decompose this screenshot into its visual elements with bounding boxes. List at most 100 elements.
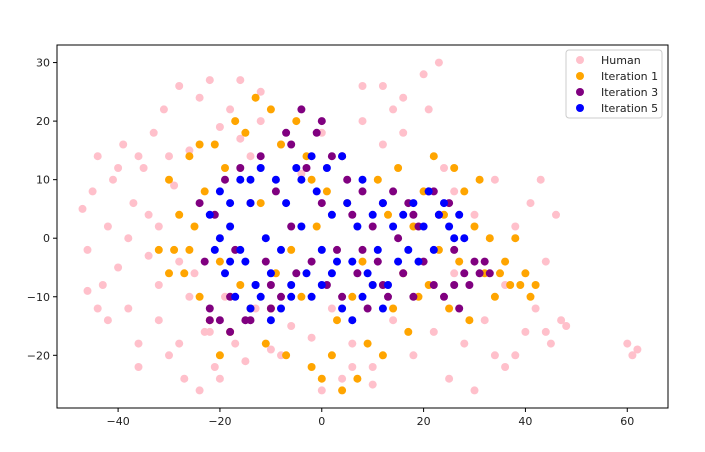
x-axis: −40 −20 0 20 40 60	[106, 408, 634, 428]
data-point	[445, 304, 454, 313]
data-point	[348, 292, 357, 301]
legend-label: Iteration 5	[601, 102, 658, 115]
data-point	[236, 134, 245, 143]
data-point	[312, 128, 321, 137]
data-point	[266, 105, 275, 114]
plot-area	[78, 58, 642, 395]
y-tick-label: 30	[36, 57, 50, 70]
data-point	[358, 292, 367, 301]
data-point	[129, 199, 138, 208]
data-point	[312, 222, 321, 231]
data-point	[139, 164, 148, 172]
data-point	[409, 351, 418, 360]
data-point	[190, 269, 199, 278]
data-point	[93, 152, 102, 161]
data-point	[88, 187, 97, 196]
data-point	[470, 386, 479, 395]
legend-label: Human	[601, 54, 641, 67]
data-point	[210, 245, 219, 254]
data-point	[526, 292, 535, 301]
x-tick-label: −40	[106, 415, 129, 428]
data-point	[236, 245, 245, 254]
data-point	[322, 164, 331, 172]
data-point	[256, 164, 265, 172]
data-point	[98, 281, 107, 289]
data-point	[455, 304, 464, 313]
data-point	[384, 281, 392, 289]
data-point	[144, 251, 153, 260]
data-point	[409, 292, 418, 301]
data-point	[165, 175, 173, 184]
data-point	[165, 152, 173, 161]
data-point	[343, 199, 352, 208]
data-point	[261, 234, 270, 243]
data-point	[485, 234, 494, 243]
data-point	[195, 292, 204, 301]
data-point	[363, 269, 372, 278]
legend: Human Iteration 1 Iteration 3 Iteration 5	[565, 49, 663, 119]
data-point	[389, 316, 398, 325]
data-point	[552, 210, 560, 219]
legend-marker	[576, 72, 584, 80]
y-tick-label: 0	[43, 232, 50, 245]
data-point	[307, 152, 316, 161]
data-point	[231, 117, 240, 126]
data-point	[231, 339, 240, 348]
data-point	[317, 281, 326, 289]
data-point	[338, 386, 347, 395]
data-point	[307, 333, 316, 342]
data-point	[277, 245, 285, 254]
data-point	[429, 245, 438, 254]
data-point	[399, 210, 408, 219]
data-point	[287, 292, 296, 301]
data-point	[455, 257, 464, 266]
data-point	[394, 164, 403, 172]
data-point	[343, 175, 352, 184]
data-point	[404, 327, 413, 336]
data-point	[149, 128, 158, 137]
data-point	[450, 234, 459, 243]
data-point	[516, 281, 525, 289]
data-point	[185, 292, 194, 301]
data-point	[251, 281, 260, 289]
data-point	[195, 93, 204, 102]
data-point	[317, 374, 326, 383]
data-point	[154, 222, 163, 231]
data-point	[241, 357, 250, 366]
data-point	[434, 210, 443, 219]
data-point	[317, 199, 326, 208]
data-point	[307, 292, 316, 301]
data-point	[287, 322, 296, 330]
data-point	[246, 316, 255, 325]
data-point	[221, 164, 229, 172]
data-point	[200, 257, 209, 266]
data-point	[353, 374, 362, 383]
data-point	[215, 351, 224, 360]
data-point	[124, 234, 133, 243]
data-point	[175, 210, 184, 219]
data-point	[531, 281, 540, 289]
legend-label: Iteration 1	[601, 70, 658, 83]
data-point	[378, 304, 387, 313]
data-point	[322, 187, 331, 196]
data-point	[394, 257, 403, 266]
data-point	[434, 58, 443, 67]
data-point	[297, 292, 306, 301]
y-tick-label: −10	[27, 291, 50, 304]
data-point	[180, 269, 189, 278]
data-point	[226, 199, 235, 208]
data-point	[317, 245, 326, 254]
data-point	[165, 351, 173, 360]
data-point	[246, 199, 255, 208]
data-point	[455, 210, 464, 219]
data-point	[256, 117, 265, 126]
data-point	[562, 322, 571, 330]
data-point	[266, 269, 275, 278]
data-point	[414, 257, 423, 266]
data-point	[490, 351, 499, 360]
data-point	[205, 76, 214, 85]
data-point	[429, 281, 438, 289]
data-point	[506, 281, 515, 289]
data-point	[378, 199, 387, 208]
